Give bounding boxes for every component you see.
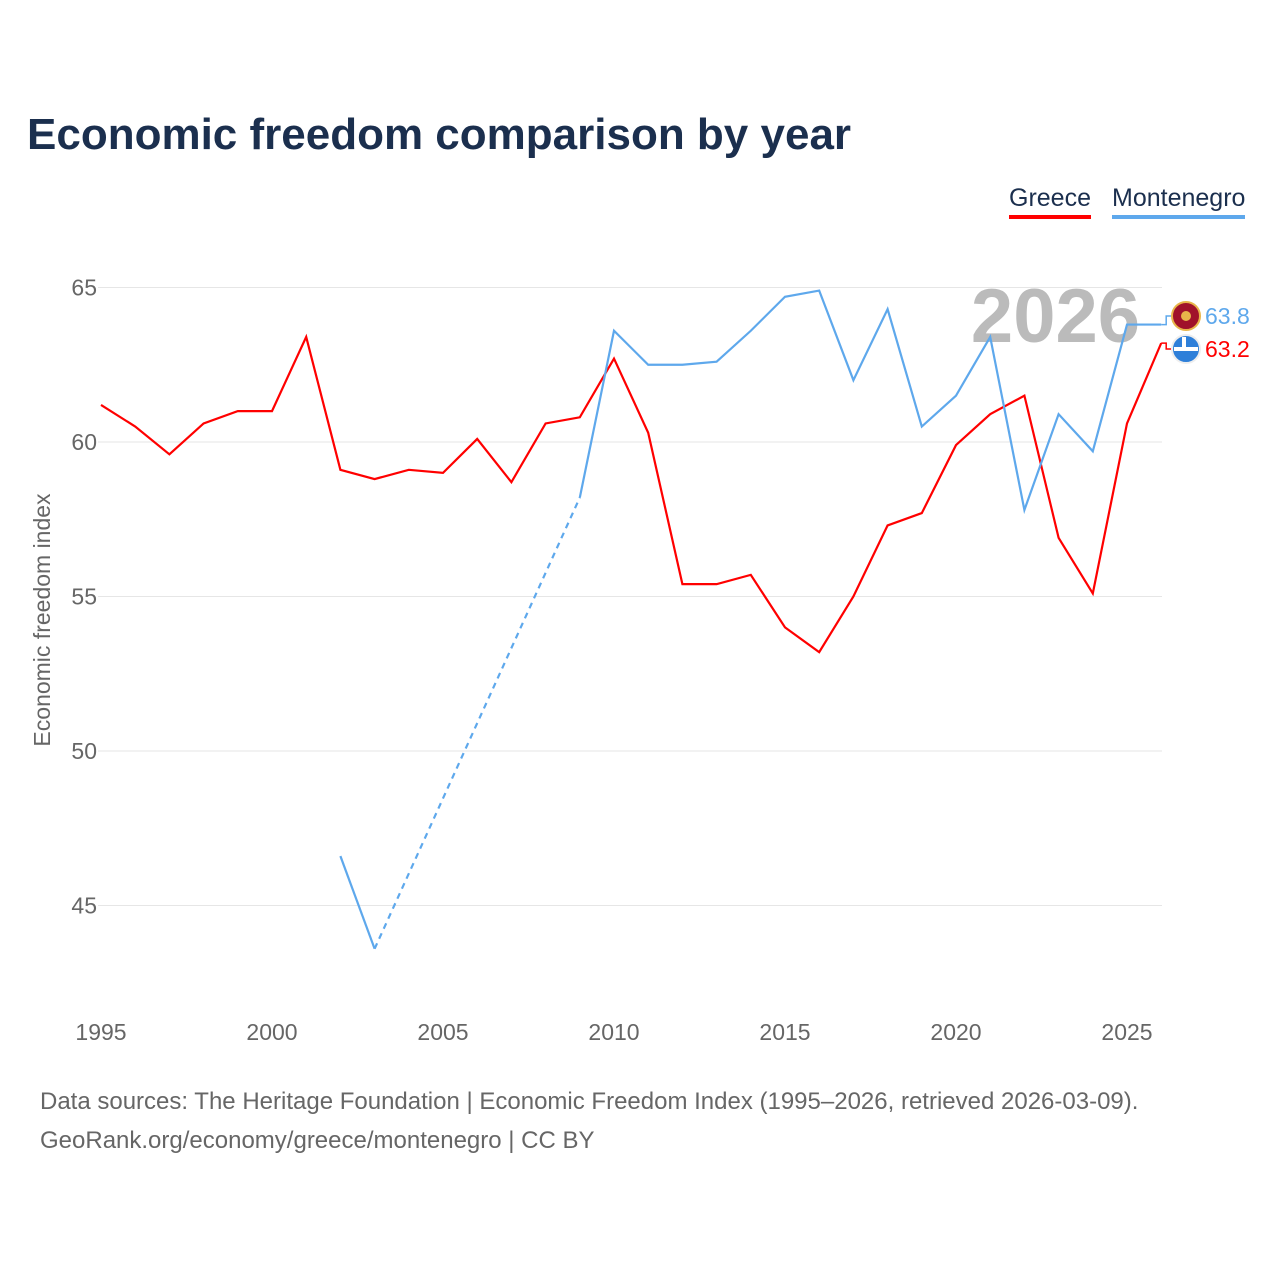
year-watermark: 2026 (971, 274, 1140, 359)
x-tick-label: 2005 (417, 1019, 468, 1045)
y-tick-label: 50 (71, 738, 97, 764)
x-tick-label: 2015 (759, 1019, 810, 1045)
x-tick-label: 2020 (930, 1019, 981, 1045)
gap-line-montenegro (373, 497, 581, 950)
footer-link[interactable]: GeoRank.org/economy/greece/montenegro | … (40, 1127, 595, 1154)
label-connector (1161, 315, 1172, 326)
end-label-montenegro: 63.8 (1205, 303, 1250, 329)
footer-sources: Data sources: The Heritage Foundation | … (40, 1088, 1139, 1115)
series-line-montenegro (578, 289, 1162, 515)
flag-emblem (1181, 311, 1191, 321)
y-tick-label: 45 (71, 893, 97, 919)
chart-title: Economic freedom comparison by year (27, 110, 852, 159)
y-axis-label: Economic freedom index (29, 493, 55, 747)
x-tick-label: 2000 (246, 1019, 297, 1045)
legend-greece[interactable]: Greece (1009, 184, 1091, 219)
y-tick-label: 55 (71, 584, 97, 610)
y-tick-label: 60 (71, 429, 97, 455)
end-label-greece: 63.2 (1205, 336, 1250, 362)
x-tick-label: 1995 (75, 1019, 126, 1045)
label-connector (1161, 342, 1172, 350)
x-tick-label: 2010 (588, 1019, 639, 1045)
series-line-greece (100, 333, 1163, 654)
x-tick-label: 2025 (1101, 1019, 1152, 1045)
legend-montenegro[interactable]: Montenegro (1112, 184, 1246, 219)
series-line-montenegro (339, 855, 376, 950)
y-tick-label: 65 (71, 275, 97, 301)
flag-cross (1182, 337, 1186, 349)
